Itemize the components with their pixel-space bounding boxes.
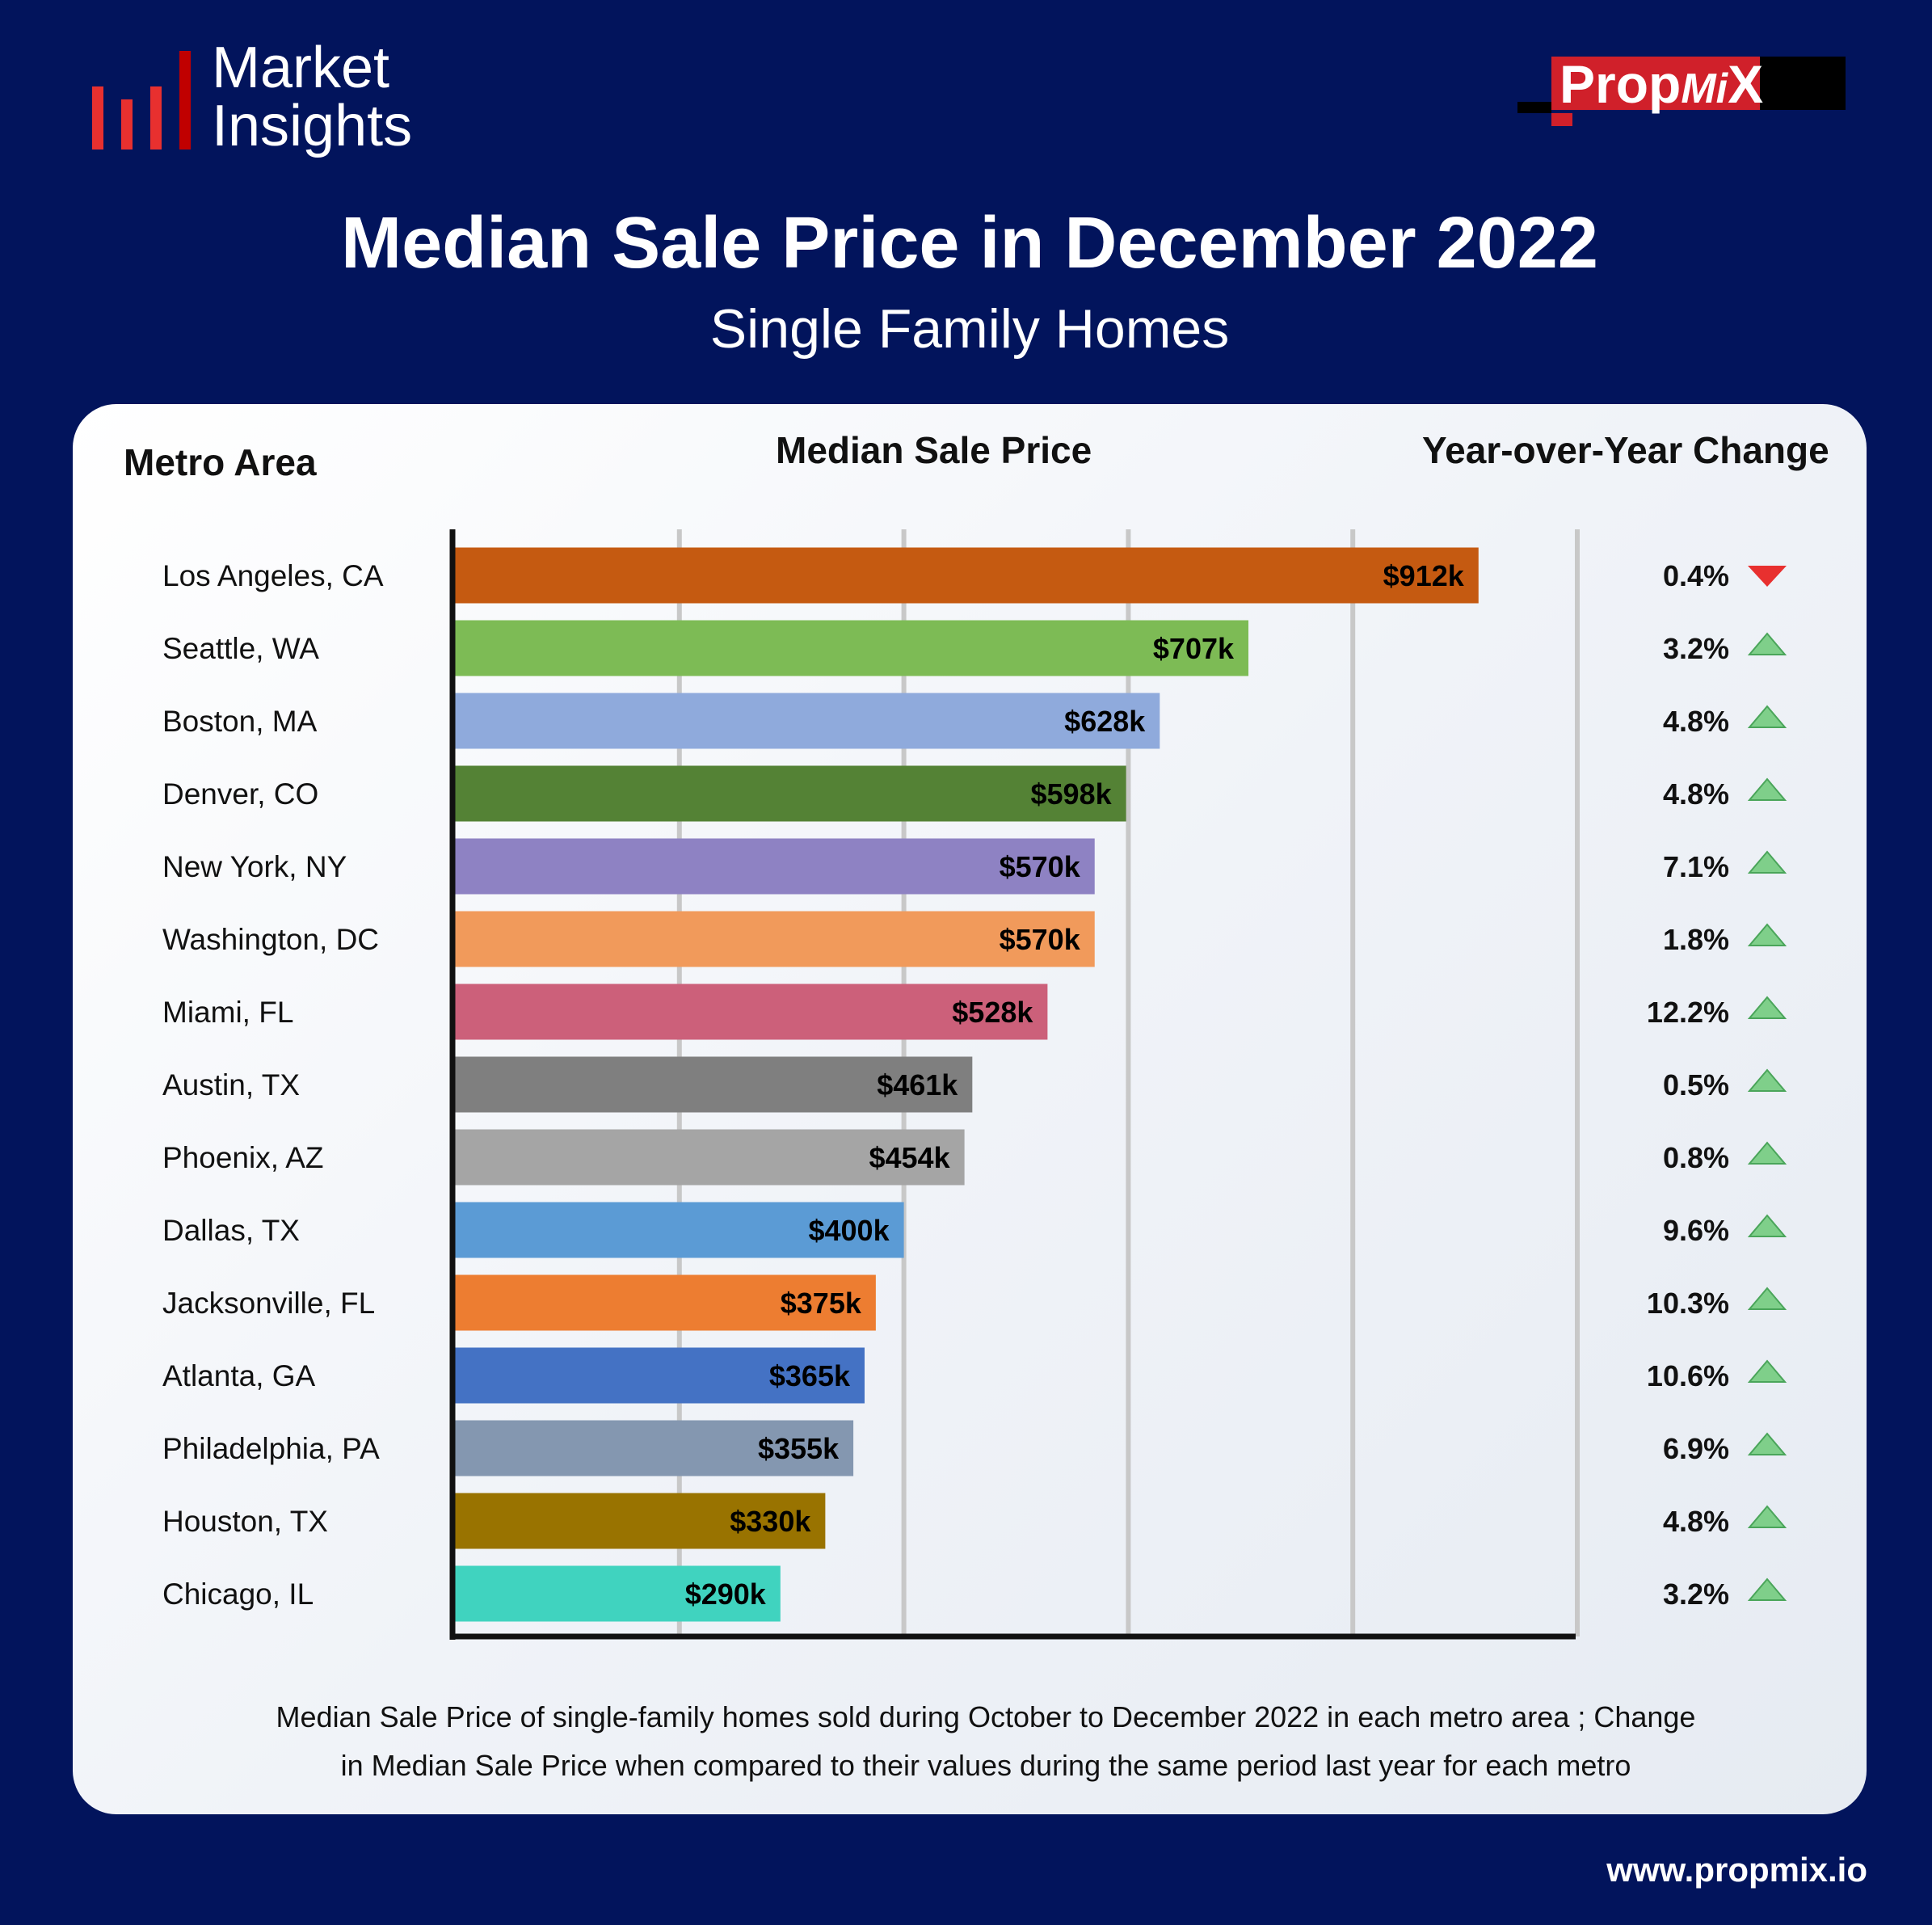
page-subtitle: Single Family Homes <box>709 298 1230 360</box>
bar <box>455 1129 965 1186</box>
metro-label: Seattle, WA <box>162 632 319 665</box>
yoy-change-label: 3.2% <box>1663 1577 1729 1611</box>
bar-value-label: $461k <box>877 1068 958 1102</box>
bar <box>455 1274 876 1331</box>
metro-label: Denver, CO <box>162 777 318 811</box>
bar-value-label: $375k <box>781 1287 862 1320</box>
metro-label: Jacksonville, FL <box>162 1287 375 1320</box>
trend-up-icon <box>1747 1577 1787 1601</box>
trend-up-icon <box>1747 1432 1787 1455</box>
metro-label: Atlanta, GA <box>162 1359 316 1392</box>
metro-column-header: Metro Area <box>124 441 317 483</box>
bar-value-label: $528k <box>952 996 1033 1029</box>
bar-value-label: $400k <box>808 1214 890 1247</box>
bar-value-label: $912k <box>1383 559 1465 592</box>
bar <box>455 1056 973 1113</box>
bar-value-label: $290k <box>685 1577 767 1611</box>
trend-up-icon <box>1747 1287 1787 1310</box>
yoy-change-label: 1.8% <box>1663 923 1729 956</box>
metro-label: Phoenix, AZ <box>162 1141 324 1174</box>
trend-up-icon <box>1747 632 1787 655</box>
bar <box>455 1420 854 1476</box>
bar <box>455 838 1095 895</box>
bar-value-label: $454k <box>869 1141 950 1174</box>
yoy-change-label: 7.1% <box>1663 850 1729 883</box>
yoy-change-label: 0.8% <box>1663 1141 1729 1174</box>
yoy-change-label: 4.8% <box>1663 1505 1729 1538</box>
bar-value-label: $707k <box>1153 632 1235 665</box>
trend-up-icon <box>1747 996 1787 1019</box>
footnote: Median Sale Price of single-family homes… <box>276 1700 1696 1782</box>
bar <box>455 620 1249 676</box>
trend-up-icon <box>1747 777 1787 801</box>
yoy-change-label: 0.5% <box>1663 1068 1729 1102</box>
bar-value-label: $365k <box>769 1359 851 1392</box>
yoy-change-label: 10.6% <box>1647 1359 1729 1392</box>
bar-value-label: $330k <box>730 1505 811 1538</box>
yoy-change-label: 12.2% <box>1647 996 1729 1029</box>
yoy-change-label: 4.8% <box>1663 705 1729 738</box>
yoy-change-label: 6.9% <box>1663 1432 1729 1465</box>
metro-label: New York, NY <box>162 850 347 883</box>
yoy-change-label: 3.2% <box>1663 632 1729 665</box>
website-link[interactable]: www.propmix.io <box>1606 1851 1867 1889</box>
trend-up-icon <box>1747 705 1787 728</box>
bar <box>455 1347 865 1404</box>
bar-value-label: $628k <box>1064 705 1146 738</box>
bar-value-label: $355k <box>758 1432 840 1465</box>
metro-label: Miami, FL <box>162 996 293 1029</box>
bar <box>455 1202 904 1258</box>
bar <box>455 547 1479 604</box>
yoy-column-header: Year-over-Year Change <box>1422 429 1829 471</box>
price-column-header: Median Sale Price <box>776 429 1092 471</box>
trend-up-icon <box>1747 1359 1787 1383</box>
bar-value-label: $570k <box>1000 923 1081 956</box>
market-insights-logo: Market Insights <box>212 36 413 158</box>
bar <box>455 984 1048 1040</box>
propmix-logo: PropMiX <box>1517 54 1846 126</box>
bar <box>455 693 1160 749</box>
bar <box>455 1565 781 1622</box>
trend-up-icon <box>1747 1505 1787 1528</box>
metro-label: Austin, TX <box>162 1068 300 1102</box>
yoy-change-label: 9.6% <box>1663 1214 1729 1247</box>
metro-label: Boston, MA <box>162 705 318 738</box>
trend-down-icon <box>1748 566 1787 587</box>
metro-label: Dallas, TX <box>162 1214 300 1247</box>
market-insights-logo-icon <box>92 48 197 150</box>
metro-label: Philadelphia, PA <box>162 1432 380 1465</box>
trend-up-icon <box>1747 923 1787 946</box>
metro-label: Los Angeles, CA <box>162 559 384 592</box>
metro-label: Houston, TX <box>162 1505 328 1538</box>
trend-up-icon <box>1747 1141 1787 1165</box>
yoy-change-label: 10.3% <box>1647 1287 1729 1320</box>
trend-up-icon <box>1747 1068 1787 1092</box>
trend-up-icon <box>1747 1214 1787 1237</box>
metro-label: Chicago, IL <box>162 1577 314 1611</box>
bar <box>455 911 1095 967</box>
bar-value-label: $598k <box>1031 777 1113 811</box>
yoy-change-label: 0.4% <box>1663 559 1729 592</box>
bar <box>455 1493 826 1549</box>
bar <box>455 765 1126 822</box>
page-title: Median Sale Price in December 2022 <box>341 203 1598 284</box>
bar-value-label: $570k <box>1000 850 1081 883</box>
trend-up-icon <box>1747 850 1787 874</box>
yoy-change-label: 4.8% <box>1663 777 1729 811</box>
metro-label: Washington, DC <box>162 923 379 956</box>
